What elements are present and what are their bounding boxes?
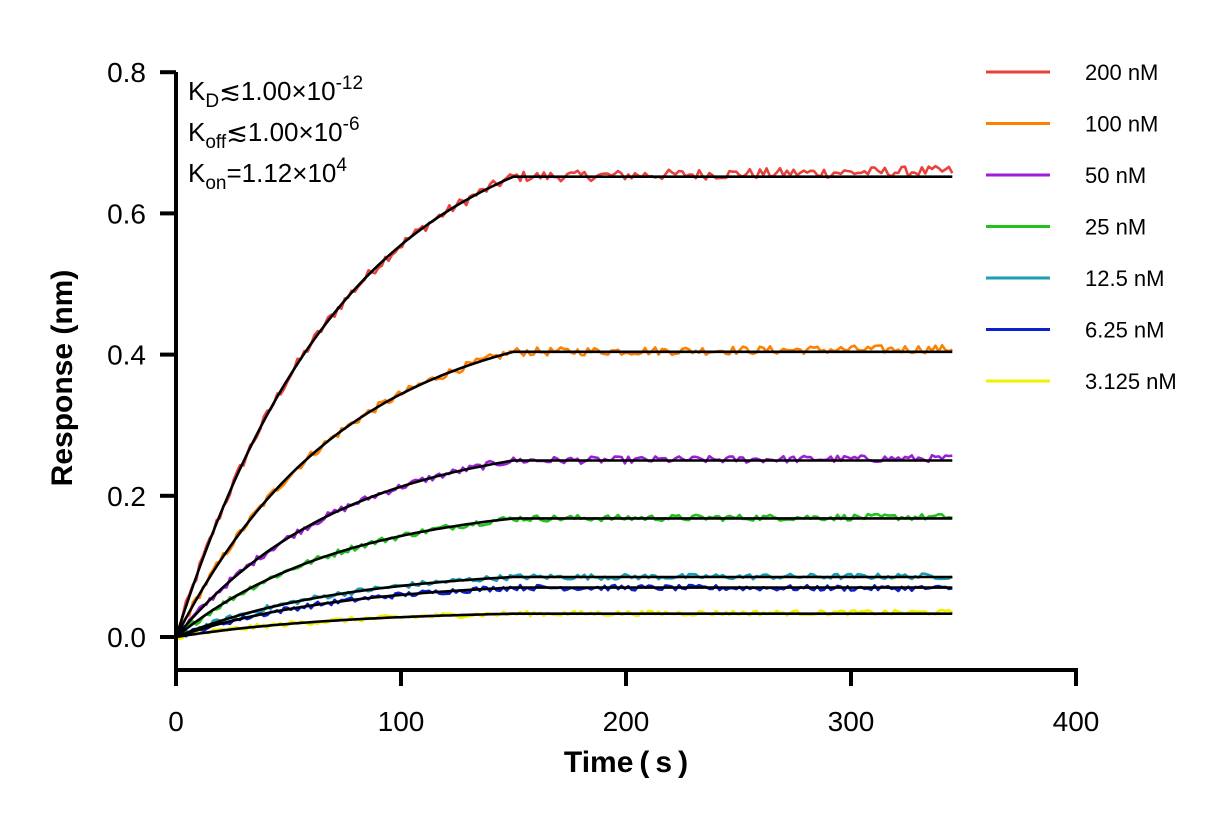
fit-line-0 (174, 175, 953, 638)
x-tick-label-4: 400 (1053, 706, 1100, 737)
fit-line-4 (175, 575, 953, 639)
x-tick-label-3: 300 (828, 706, 875, 737)
legend-label-3: 25 nM (1085, 215, 1146, 240)
x-axis-title: Time ( s ) (564, 746, 688, 779)
x-tick-label-0: 0 (168, 706, 184, 737)
fit-line-2 (175, 459, 953, 638)
legend-label-0: 200 nM (1085, 60, 1158, 85)
legend-label-4: 12.5 nM (1085, 266, 1165, 291)
ticks: 0 100 200 300 400 0.0 0.2 0.4 0.6 0.8 (107, 57, 1099, 737)
fit-line-1 (174, 350, 953, 638)
legend-label-2: 50 nM (1085, 163, 1146, 188)
legend: 200 nM 100 nM 50 nM 25 nM 12.5 nM 6.25 nM 3.12… (986, 60, 1177, 394)
y-tick-label-2: 0.4 (107, 340, 146, 371)
legend-label-6: 3.125 nM (1085, 369, 1177, 394)
series-line-0 (174, 164, 954, 636)
legend-label-1: 100 nM (1085, 112, 1158, 137)
series-line-4 (175, 572, 953, 638)
kinetic-constant-1: Koff≲1.00×10-6 (188, 114, 360, 153)
x-tick-label-1: 100 (378, 706, 425, 737)
kinetic-constant-0: KD≲1.00×10-12 (188, 73, 363, 112)
y-tick-label-4: 0.8 (107, 57, 146, 88)
plot-area (174, 164, 954, 641)
y-tick-label-0: 0.0 (107, 622, 146, 653)
kinetic-constant-2: Kon=1.12×104 (188, 155, 347, 194)
fit-line-5 (175, 586, 953, 639)
fit-line-3 (175, 517, 953, 639)
y-axis-title: Response (nm) (46, 270, 79, 487)
y-tick-label-3: 0.6 (107, 198, 146, 229)
fit-line-6 (175, 612, 953, 639)
legend-label-5: 6.25 nM (1085, 318, 1165, 343)
x-tick-label-2: 200 (603, 706, 650, 737)
y-tick-label-1: 0.2 (107, 481, 146, 512)
